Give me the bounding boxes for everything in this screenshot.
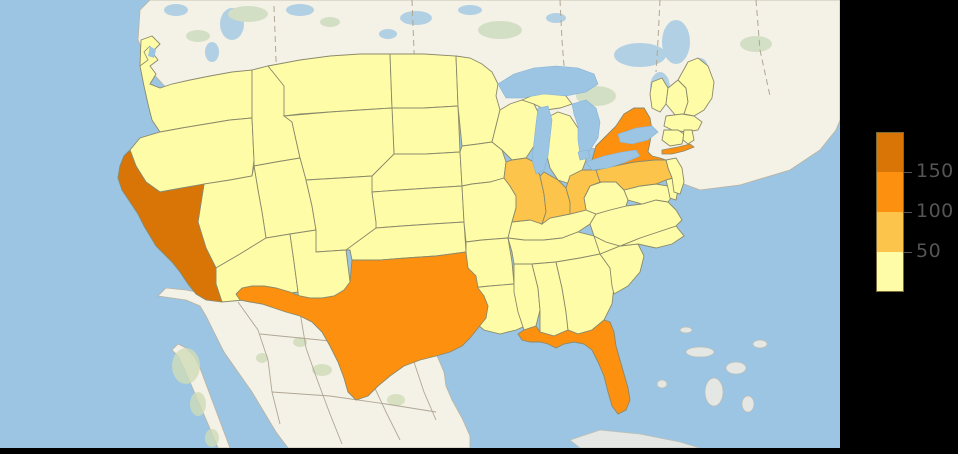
state-virginia[interactable] (589, 199, 683, 247)
great-lakes (497, 65, 659, 175)
lake-huron (571, 99, 601, 155)
choropleth-map[interactable] (0, 0, 840, 448)
colorbar-band-2[interactable] (876, 212, 904, 252)
state-california[interactable] (117, 149, 223, 303)
state-washington[interactable] (139, 35, 253, 133)
state-indiana[interactable] (539, 171, 571, 226)
state-florida[interactable] (517, 319, 631, 415)
state-vermont[interactable] (649, 77, 669, 113)
state-montana[interactable] (267, 53, 393, 117)
state-north-dakota[interactable] (389, 53, 459, 109)
colorbar-tick-150 (904, 172, 912, 173)
colorbar-band-1[interactable] (876, 172, 904, 212)
state-south-dakota[interactable] (391, 105, 461, 155)
state-massachusetts[interactable] (663, 113, 703, 133)
lake-erie (585, 149, 641, 171)
state-texas[interactable] (235, 251, 489, 401)
state-connecticut[interactable] (661, 129, 685, 147)
long-island[interactable] (661, 143, 695, 155)
coastline-detail (117, 45, 151, 179)
lake-ontario (617, 125, 659, 145)
colorbar-band-3[interactable] (876, 252, 904, 292)
colorbar[interactable]: 150 100 50 (876, 132, 953, 292)
lake-michigan (531, 105, 553, 175)
colorbar-label-50: 50 (916, 240, 942, 262)
state-maine[interactable] (677, 57, 715, 117)
colorbar-band-0[interactable] (876, 132, 904, 172)
state-ohio[interactable] (565, 169, 601, 215)
lake-superior (497, 65, 599, 99)
bay-inlets (122, 46, 156, 260)
state-kansas[interactable] (371, 185, 465, 229)
state-missouri[interactable] (461, 177, 517, 243)
map-panel[interactable] (0, 0, 840, 448)
colorbar-label-100: 100 (916, 200, 954, 222)
colorbar-tick-100 (904, 212, 912, 213)
caribbean-islands (569, 326, 768, 448)
state-rhode-island[interactable] (682, 129, 695, 145)
colorbar-label-150: 150 (916, 160, 954, 182)
colorbar-tick-50 (904, 252, 912, 253)
lake-st-clair (577, 149, 591, 161)
